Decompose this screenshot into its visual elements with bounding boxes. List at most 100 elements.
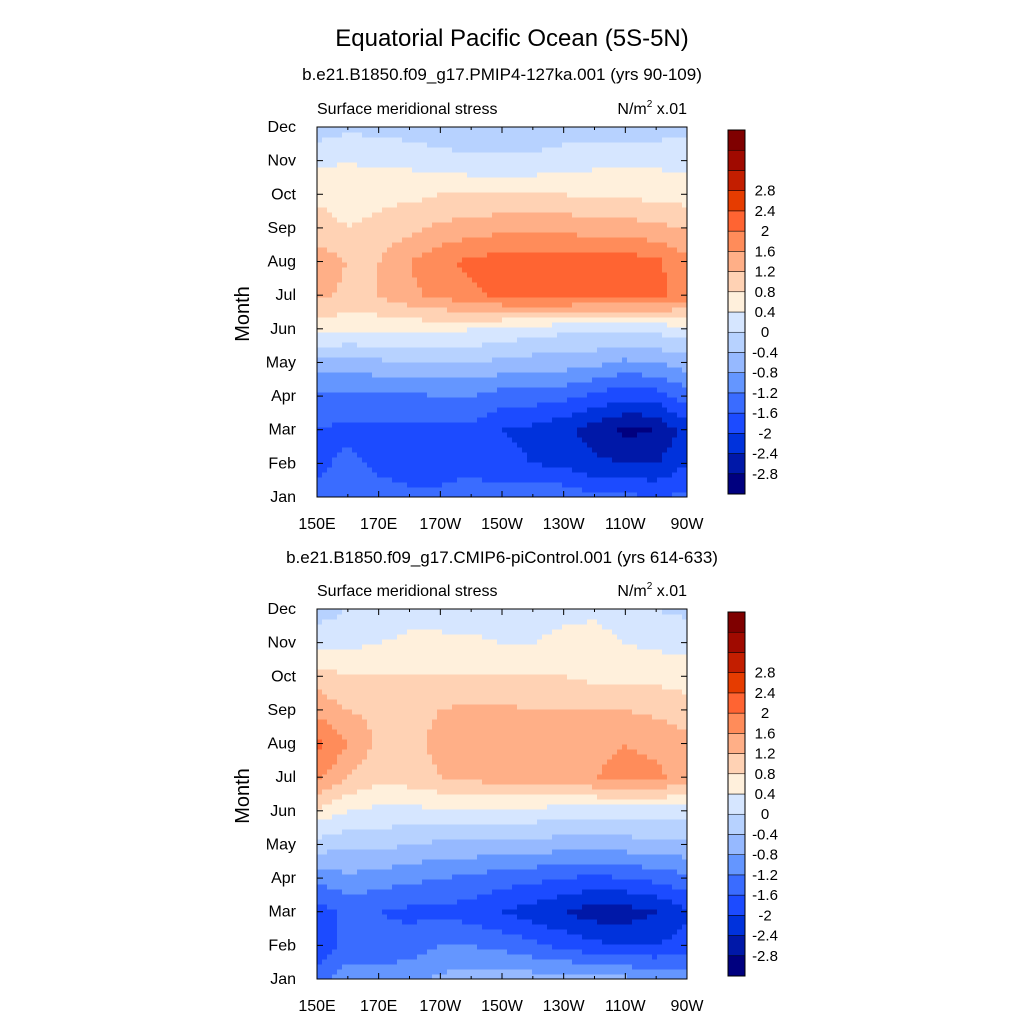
heatmap-cell [552, 287, 558, 293]
heatmap-cell [587, 287, 593, 293]
heatmap-cell [352, 317, 358, 323]
heatmap-cell [352, 387, 358, 393]
heatmap-cell [562, 352, 568, 358]
heatmap-cell [332, 222, 338, 228]
heatmap-cell [537, 492, 543, 498]
heatmap-cell [412, 292, 418, 298]
heatmap-cell [557, 417, 563, 423]
heatmap-cell [572, 227, 578, 233]
heatmap-cell [587, 332, 593, 338]
heatmap-cell [417, 487, 423, 493]
heatmap-cell [562, 312, 568, 318]
heatmap-cell [322, 362, 328, 368]
heatmap-cell [497, 187, 503, 193]
heatmap-cell [457, 207, 463, 213]
heatmap-cell [382, 387, 388, 393]
heatmap-cell [627, 257, 633, 263]
heatmap-cell [452, 457, 458, 463]
heatmap-cell [382, 352, 388, 358]
heatmap-cell [562, 177, 568, 183]
heatmap-cell [557, 462, 563, 468]
heatmap-cell [342, 367, 348, 373]
heatmap-cell [372, 172, 378, 178]
heatmap-cell [337, 167, 343, 173]
heatmap-cell [532, 197, 538, 203]
heatmap-cell [642, 187, 648, 193]
heatmap-cell [542, 482, 548, 488]
heatmap-cell [632, 217, 638, 223]
heatmap-cell [592, 242, 598, 248]
heatmap-cell [392, 407, 398, 413]
heatmap-cell [542, 412, 548, 418]
heatmap-cell [532, 472, 538, 478]
heatmap-cell [667, 402, 673, 408]
heatmap-cell [482, 162, 488, 168]
heatmap-cell [527, 337, 533, 343]
heatmap-cell [457, 302, 463, 308]
heatmap-cell [442, 257, 448, 263]
heatmap-cell [667, 297, 673, 303]
heatmap-cell [462, 157, 468, 163]
heatmap-cell [327, 187, 333, 193]
heatmap-cell [512, 362, 518, 368]
heatmap-cell [582, 492, 588, 498]
heatmap-cell [532, 337, 538, 343]
heatmap-cell [497, 437, 503, 443]
heatmap-cell [557, 277, 563, 283]
heatmap-cell [417, 322, 423, 328]
heatmap-cell [612, 212, 618, 218]
heatmap-cell [422, 232, 428, 238]
heatmap-cell [372, 367, 378, 373]
heatmap-cell [442, 322, 448, 328]
heatmap-cell [627, 387, 633, 393]
heatmap-cell [402, 362, 408, 368]
heatmap-cell [537, 392, 543, 398]
heatmap-cell [507, 397, 513, 403]
heatmap-cell [552, 322, 558, 328]
heatmap-cell [332, 297, 338, 303]
heatmap-cell [457, 237, 463, 243]
heatmap-cell [682, 287, 688, 293]
heatmap-cell [457, 187, 463, 193]
heatmap-cell [322, 187, 328, 193]
heatmap-cell [372, 332, 378, 338]
heatmap-cell [552, 447, 558, 453]
heatmap-cell [422, 352, 428, 358]
heatmap-cell [447, 207, 453, 213]
heatmap-cell [397, 462, 403, 468]
heatmap-cell [457, 247, 463, 253]
heatmap-cell [357, 487, 363, 493]
heatmap-cell [472, 262, 478, 268]
heatmap-cell [437, 472, 443, 478]
heatmap-cell [337, 237, 343, 243]
heatmap-cell [332, 177, 338, 183]
heatmap-cell [497, 267, 503, 273]
heatmap-cell [322, 202, 328, 208]
heatmap-cell [362, 162, 368, 168]
heatmap-cell [322, 482, 328, 488]
heatmap-cell [587, 232, 593, 238]
heatmap-cell [607, 332, 613, 338]
heatmap-cell [437, 377, 443, 383]
heatmap-cell [612, 217, 618, 223]
heatmap-cell [677, 252, 683, 258]
heatmap-cell [532, 482, 538, 488]
heatmap-cell [562, 252, 568, 258]
heatmap-cell [392, 462, 398, 468]
heatmap-cell [547, 212, 553, 218]
heatmap-cell [317, 422, 323, 428]
heatmap-cell [457, 287, 463, 293]
heatmap-cell [597, 407, 603, 413]
heatmap-cell [552, 212, 558, 218]
heatmap-cell [327, 397, 333, 403]
heatmap-cell [427, 322, 433, 328]
heatmap-cell [447, 272, 453, 278]
heatmap-cell [632, 487, 638, 493]
heatmap-cell [412, 432, 418, 438]
heatmap-cell [407, 422, 413, 428]
heatmap-cell [477, 267, 483, 273]
heatmap-cell [527, 262, 533, 268]
heatmap-cell [537, 382, 543, 388]
heatmap-cell [637, 287, 643, 293]
heatmap-cell [602, 357, 608, 363]
